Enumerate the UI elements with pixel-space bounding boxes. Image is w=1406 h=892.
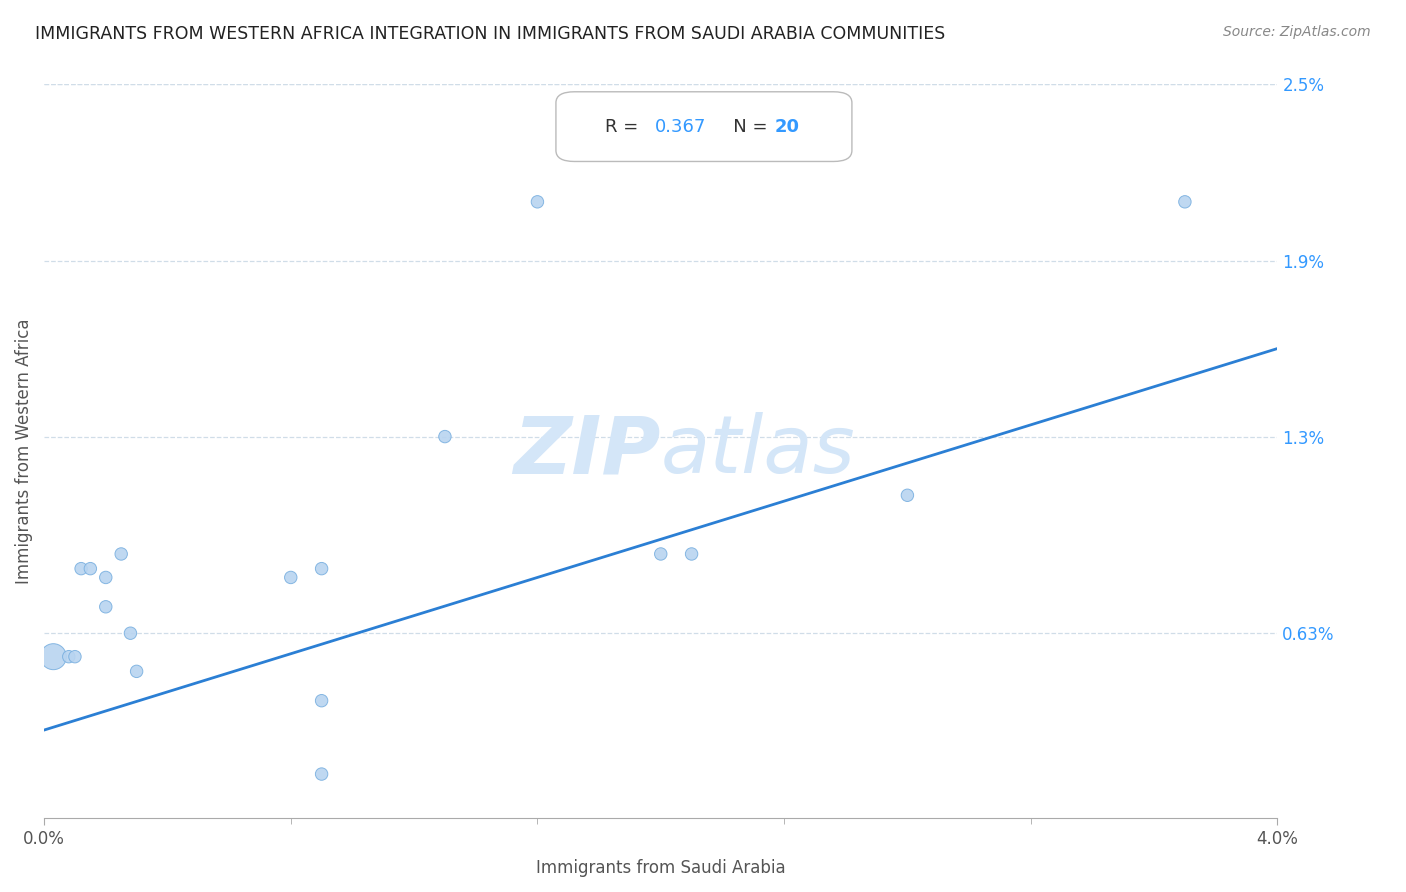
Point bbox=[94, 599, 117, 614]
Text: ZIP: ZIP bbox=[513, 412, 661, 491]
Point bbox=[42, 649, 65, 664]
Point bbox=[896, 488, 918, 502]
Point bbox=[280, 570, 302, 584]
Point bbox=[94, 570, 117, 584]
Text: N =: N = bbox=[716, 118, 773, 136]
Point bbox=[58, 649, 80, 664]
Text: Source: ZipAtlas.com: Source: ZipAtlas.com bbox=[1223, 25, 1371, 39]
Point bbox=[63, 649, 86, 664]
Point bbox=[681, 547, 703, 561]
Point bbox=[311, 767, 333, 781]
Point bbox=[110, 547, 132, 561]
Point bbox=[79, 561, 101, 575]
Point bbox=[650, 547, 672, 561]
Point bbox=[311, 694, 333, 708]
X-axis label: Immigrants from Saudi Arabia: Immigrants from Saudi Arabia bbox=[536, 859, 786, 877]
Text: IMMIGRANTS FROM WESTERN AFRICA INTEGRATION IN IMMIGRANTS FROM SAUDI ARABIA COMMU: IMMIGRANTS FROM WESTERN AFRICA INTEGRATI… bbox=[35, 25, 945, 43]
Text: 0.367: 0.367 bbox=[655, 118, 706, 136]
Point bbox=[433, 429, 456, 443]
Text: 20: 20 bbox=[775, 118, 799, 136]
Point bbox=[1174, 194, 1197, 209]
Y-axis label: Immigrants from Western Africa: Immigrants from Western Africa bbox=[15, 318, 32, 584]
Point bbox=[311, 561, 333, 575]
Point bbox=[526, 194, 548, 209]
Text: atlas: atlas bbox=[661, 412, 855, 491]
Text: R =: R = bbox=[605, 118, 644, 136]
Point bbox=[70, 561, 93, 575]
Point bbox=[125, 665, 148, 679]
Point bbox=[120, 626, 142, 640]
FancyBboxPatch shape bbox=[555, 92, 852, 161]
